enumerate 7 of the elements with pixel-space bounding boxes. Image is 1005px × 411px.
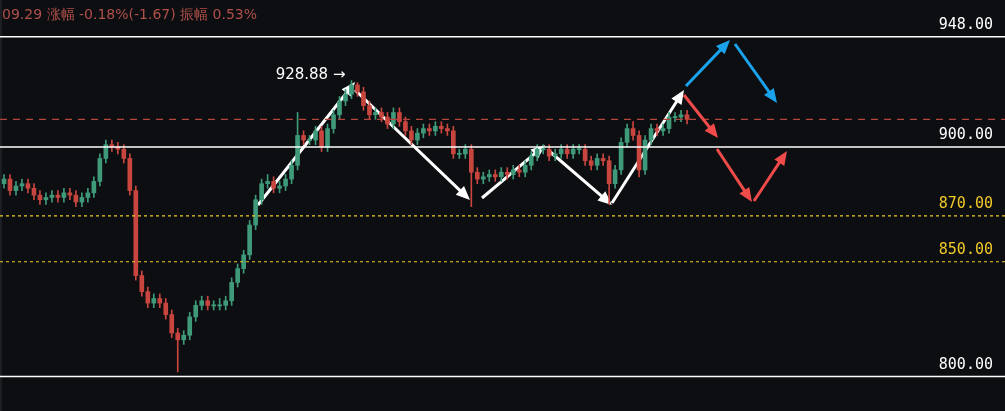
annotation: 09.29 涨幅 -0.18%(-1.67) 振幅 0.53%: [2, 6, 258, 24]
ref-line-label: 800.00: [938, 354, 993, 373]
ref-line-label: 948.00: [938, 15, 993, 34]
ref-line-label: 870.00: [938, 194, 993, 213]
annotation: 928.88 →: [275, 64, 346, 83]
ref-line-label: 900.00: [938, 125, 993, 144]
ref-line-label: 850.00: [938, 240, 993, 259]
